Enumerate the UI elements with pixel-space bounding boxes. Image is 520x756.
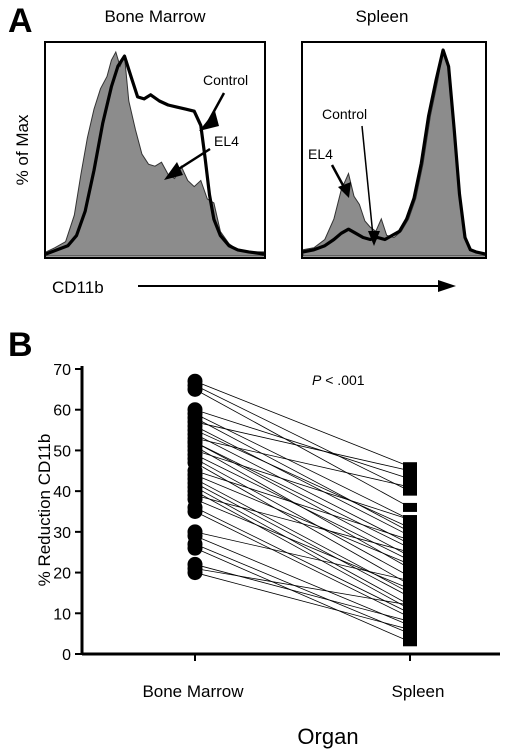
pair-line bbox=[194, 413, 411, 521]
spleen-point bbox=[403, 616, 417, 626]
bone-marrow-point bbox=[187, 504, 203, 519]
spleen-point bbox=[403, 600, 417, 610]
cd11b-axis-arrowhead bbox=[438, 280, 456, 292]
pair-line bbox=[194, 380, 411, 468]
histogram-y-label: % of Max bbox=[13, 114, 32, 185]
histogram-x-label: CD11b bbox=[52, 278, 104, 297]
pair-line bbox=[194, 437, 411, 488]
bone-marrow-control-line bbox=[45, 54, 265, 256]
y-tick-label: 30 bbox=[53, 525, 71, 542]
spleen-control-arrowhead bbox=[368, 231, 380, 246]
y-tick-label: 60 bbox=[53, 403, 71, 420]
pair-line bbox=[194, 572, 411, 630]
pair-line bbox=[194, 564, 411, 622]
pair-line bbox=[194, 384, 411, 492]
spleen-point bbox=[403, 502, 417, 512]
bone-marrow-title: Bone Marrow bbox=[104, 7, 206, 26]
spleen-point bbox=[403, 466, 417, 476]
pair-line bbox=[194, 421, 411, 472]
bone-marrow-point bbox=[187, 565, 203, 581]
panel-a-letter: A bbox=[8, 2, 33, 40]
y-tick-label: 40 bbox=[53, 484, 71, 501]
pair-line bbox=[194, 441, 411, 557]
pair-line bbox=[194, 417, 411, 533]
pair-line bbox=[194, 450, 411, 521]
spleen-el4-label: EL4 bbox=[308, 146, 333, 162]
spleen-point bbox=[403, 474, 417, 484]
bm-el4-arrowhead bbox=[164, 162, 183, 180]
spleen-control-arrow bbox=[361, 125, 374, 237]
bm-el4-arrow bbox=[173, 147, 211, 174]
p-value-letter: P bbox=[312, 372, 322, 388]
y-tick-label: 50 bbox=[53, 443, 71, 460]
pair-line bbox=[194, 535, 411, 626]
pair-line bbox=[194, 547, 411, 643]
spleen-el4-arrow bbox=[330, 164, 347, 190]
pair-line bbox=[194, 433, 411, 545]
bm-control-label: Control bbox=[203, 72, 248, 88]
pair-line bbox=[194, 458, 411, 577]
pair-line bbox=[194, 482, 411, 598]
spleen-point bbox=[403, 523, 417, 533]
pair-line bbox=[194, 511, 411, 618]
y-tick-label: 10 bbox=[53, 606, 71, 623]
bone-marrow-histogram bbox=[44, 41, 266, 259]
bm-el4-label: EL4 bbox=[214, 133, 239, 149]
bone-marrow-frame bbox=[44, 41, 266, 259]
bone-marrow-point bbox=[187, 540, 203, 556]
spleen-point bbox=[403, 625, 417, 635]
y-tick-label: 70 bbox=[53, 362, 71, 379]
pair-line bbox=[194, 474, 411, 565]
spleen-point bbox=[403, 535, 417, 545]
pair-line bbox=[194, 507, 411, 614]
p-value-text: < .001 bbox=[321, 372, 364, 388]
pair-line bbox=[194, 441, 411, 549]
spleen-point bbox=[403, 515, 417, 525]
pair-line bbox=[194, 494, 411, 553]
paired-lines bbox=[194, 380, 411, 643]
pair-line bbox=[194, 470, 411, 541]
panel-b-letter: B bbox=[8, 326, 33, 364]
pair-line bbox=[194, 425, 411, 537]
spleen-control-label: Control bbox=[322, 106, 367, 122]
pair-line bbox=[194, 498, 411, 590]
y-tick-label: 0 bbox=[62, 647, 71, 664]
y-ticks: 0 10 20 30 40 50 60 70 bbox=[53, 362, 82, 664]
scatter-x-label: Organ bbox=[297, 724, 358, 749]
category-spleen: Spleen bbox=[392, 682, 445, 701]
spleen-point bbox=[403, 482, 417, 492]
bone-marrow-points bbox=[187, 373, 203, 581]
pair-line bbox=[194, 486, 411, 606]
p-value-annotation: P < .001 bbox=[312, 372, 365, 388]
pair-line bbox=[194, 490, 411, 610]
spleen-el4-arrowhead bbox=[338, 182, 351, 198]
pair-line bbox=[194, 568, 411, 606]
category-bone-marrow: Bone Marrow bbox=[142, 682, 244, 701]
pair-line bbox=[194, 531, 411, 582]
spleen-point bbox=[403, 592, 417, 602]
pair-line bbox=[194, 389, 411, 508]
spleen-point bbox=[403, 576, 417, 586]
bm-control-arrowhead bbox=[199, 111, 219, 131]
spleen-control-line bbox=[302, 48, 486, 256]
spleen-points bbox=[403, 462, 417, 647]
spleen-point bbox=[403, 559, 417, 569]
spleen-frame bbox=[301, 41, 487, 259]
bone-marrow-point bbox=[187, 381, 203, 397]
spleen-point bbox=[403, 547, 417, 557]
spleen-histogram bbox=[301, 41, 487, 259]
spleen-title: Spleen bbox=[356, 7, 409, 26]
y-tick-label: 20 bbox=[53, 566, 71, 583]
pair-line bbox=[194, 543, 411, 635]
scatter-y-label: % Reduction CD11b bbox=[35, 434, 54, 587]
spleen-point bbox=[403, 584, 417, 594]
pair-line bbox=[194, 409, 411, 480]
spleen-point bbox=[403, 637, 417, 647]
